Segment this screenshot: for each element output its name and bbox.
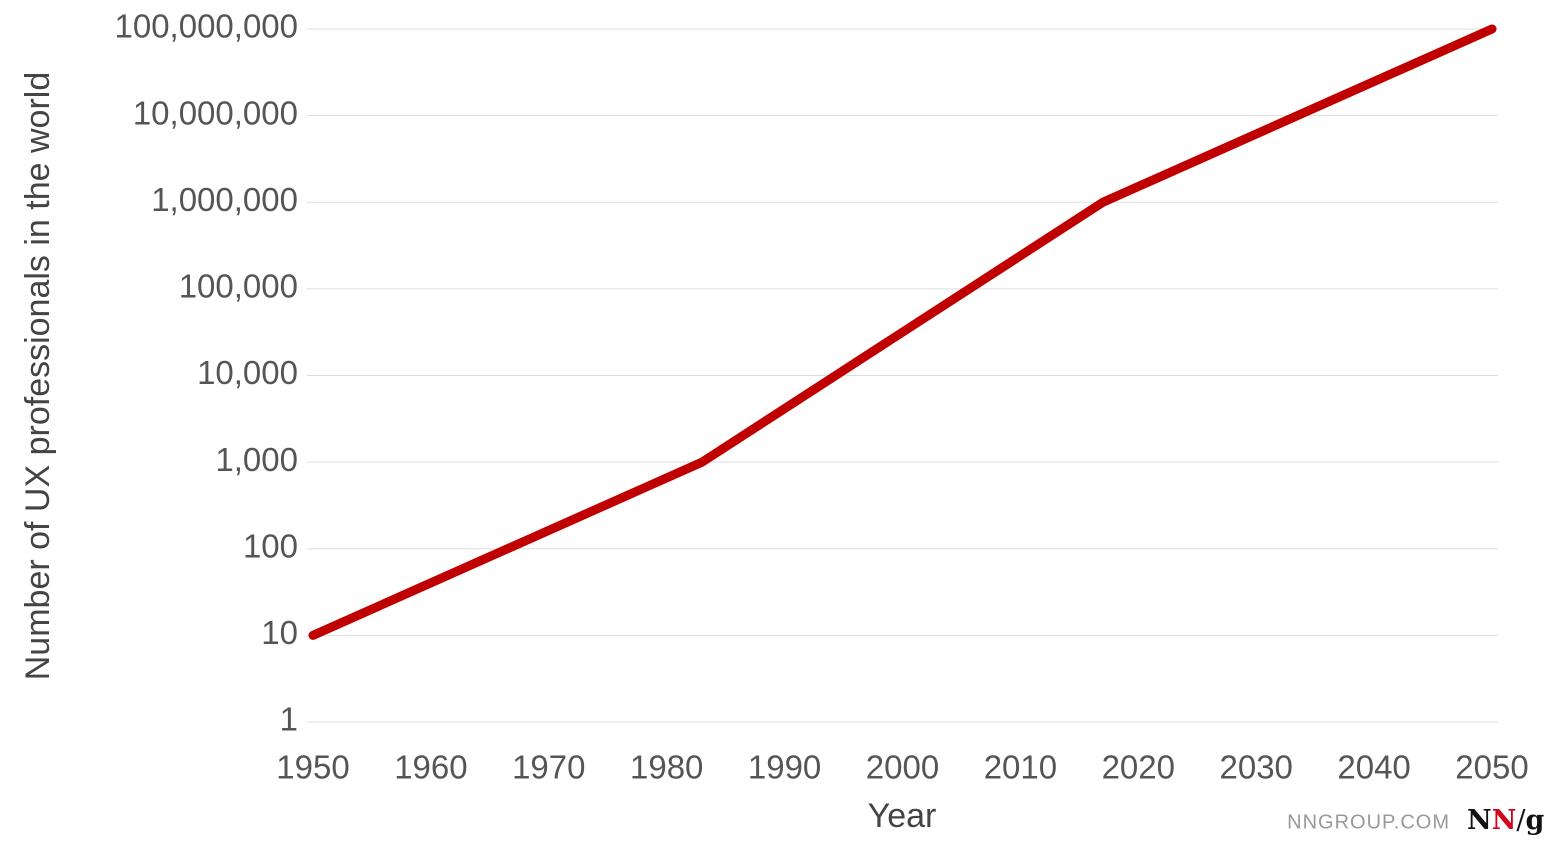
x-tick-label: 1960 (394, 749, 467, 786)
x-tick-label: 2000 (866, 749, 939, 786)
y-tick-label: 100 (243, 527, 298, 564)
x-tick-label: 1970 (512, 749, 585, 786)
x-tick-label: 2050 (1455, 749, 1528, 786)
y-tick-label: 10,000 (197, 354, 298, 391)
y-tick-label: 10,000,000 (133, 94, 298, 131)
x-tick-label: 1950 (276, 749, 349, 786)
line (308, 24, 1497, 640)
y-axis-label: Number of UX professionals in the world (19, 72, 57, 681)
x-tick-label: 2020 (1102, 749, 1175, 786)
watermark: NNGROUP.COM (1287, 811, 1450, 833)
x-tick-label: 1980 (630, 749, 703, 786)
x-tick-label: 2040 (1337, 749, 1410, 786)
y-tick-label: 1,000 (215, 441, 298, 478)
x-axis-label: Year (868, 797, 937, 835)
x-tick-label: 2010 (984, 749, 1057, 786)
y-tick-label: 1 (280, 701, 298, 738)
y-tick-label: 1,000,000 (151, 181, 298, 218)
y-tick-label: 10 (261, 614, 298, 651)
logo: NN/g (1467, 805, 1544, 836)
y-tick-label: 100,000 (179, 268, 298, 305)
x-tick-label: 1990 (748, 749, 821, 786)
y-tick-label: 100,000,000 (114, 8, 298, 45)
x-tick-label: 2030 (1219, 749, 1292, 786)
